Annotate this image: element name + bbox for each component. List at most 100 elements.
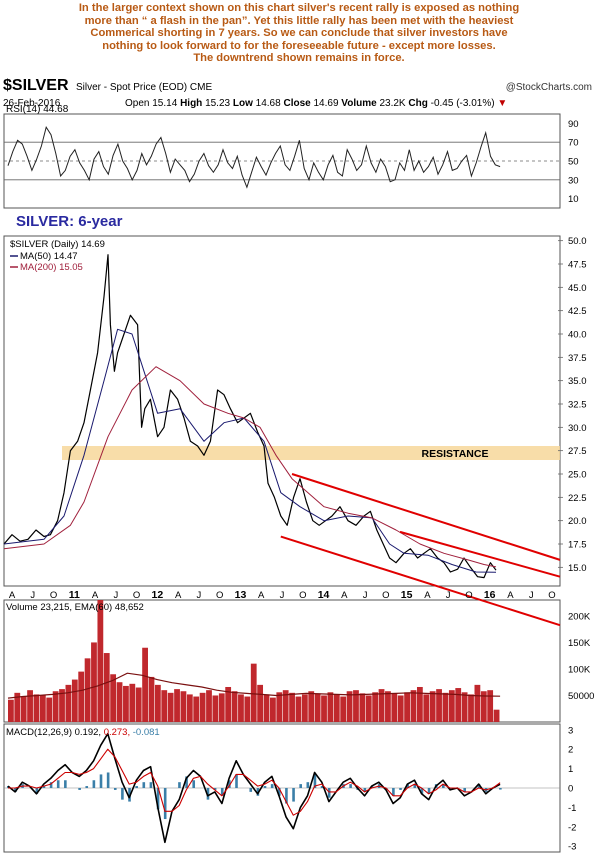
price-tick-label: 27.5 — [568, 446, 587, 457]
macd-histogram-bar — [49, 782, 53, 788]
volume-bar — [71, 679, 78, 722]
open-value: 15.14 — [152, 98, 178, 109]
price-tick-label: 35.0 — [568, 376, 587, 387]
macd-histogram-bar — [449, 788, 452, 790]
macd-histogram-bar — [78, 788, 81, 790]
volume-bar — [314, 693, 321, 722]
price-series-0 — [3, 254, 497, 579]
volume-bar — [218, 693, 225, 722]
macd-legend-part: 0.273, — [104, 727, 133, 738]
volume-bar — [142, 647, 148, 722]
volume-bar — [199, 692, 206, 722]
open-label: Open — [125, 98, 150, 109]
ma50-legend: MA(50) 14.47 — [20, 251, 78, 262]
macd-legend: MACD(12,26,9) 0.192, 0.273, -0.081 — [6, 727, 160, 738]
rsi-tick-label: 10 — [568, 194, 579, 205]
ma200-legend: MA(200) 15.05 — [20, 262, 83, 273]
volume-bar — [33, 694, 40, 722]
resistance-label: RESISTANCE — [422, 448, 489, 460]
volume-bar — [39, 695, 46, 722]
x-axis-label: 11 — [69, 589, 80, 601]
rsi-tick-label: 50 — [568, 157, 579, 168]
rsi-legend: RSI(14) 44.68 — [6, 104, 69, 115]
volume-bar — [20, 696, 27, 722]
macd-histogram-bar — [263, 786, 267, 788]
volume-bar — [174, 689, 180, 722]
macd-histogram-bar — [392, 788, 395, 796]
volume-bar — [340, 696, 347, 722]
volume-bar — [154, 684, 161, 722]
price-tick-label: 32.5 — [568, 400, 587, 411]
macd-histogram-bar — [427, 788, 431, 794]
macd-histogram-bar — [106, 772, 110, 788]
high-value: 15.23 — [205, 98, 231, 109]
macd-histogram-bar — [285, 788, 288, 804]
commentary-line: nothing to look forward to for the fores… — [102, 39, 496, 52]
price-tick-label: 42.5 — [568, 306, 587, 317]
volume-bar — [110, 674, 117, 722]
x-axis-label: O — [465, 590, 472, 601]
volume-bar — [91, 642, 97, 722]
volume-bar — [423, 694, 430, 722]
macd-histogram-bar — [149, 782, 153, 788]
volume-tick-label: 50000 — [568, 691, 594, 702]
volume-bar — [468, 694, 474, 722]
volume-bar — [276, 692, 283, 722]
price-tick-label: 50.0 — [568, 236, 587, 247]
macd-tick-label: -3 — [568, 842, 576, 853]
volume-bar — [308, 691, 315, 722]
volume-bar — [27, 690, 33, 722]
price-tick-label: 17.5 — [568, 540, 587, 551]
macd-legend-part: MACD(12,26,9) 0.192, — [6, 727, 104, 738]
macd-histogram-bar — [277, 788, 281, 796]
macd-histogram-bar — [399, 788, 402, 790]
volume-bar — [385, 691, 391, 722]
chart-description: Silver - Spot Price (EOD) CME — [76, 82, 213, 93]
volume-bar — [333, 694, 340, 722]
volume-bar — [193, 696, 200, 722]
chg-down-icon: ▼ — [497, 98, 508, 109]
commentary-line: Commerical shorting in 7 years. So we ca… — [90, 27, 508, 40]
volume-bar — [52, 691, 59, 722]
high-label: High — [180, 98, 203, 109]
macd-tick-label: 0 — [568, 784, 573, 795]
volume-bar — [78, 671, 85, 722]
volume-bar — [461, 692, 468, 722]
macd-histogram-bar — [192, 780, 196, 788]
x-axis-label: J — [30, 590, 35, 601]
channel-line-0 — [291, 473, 561, 561]
macd-histogram-bar — [92, 780, 96, 788]
macd-histogram-bar — [99, 774, 103, 788]
macd-histogram-bar — [142, 782, 146, 788]
volume-value: 23.2K — [379, 98, 406, 109]
macd-histogram-bar — [270, 784, 274, 788]
volume-bar — [270, 697, 276, 722]
x-axis-label: A — [175, 590, 182, 601]
macd-histogram-bar — [220, 788, 224, 796]
x-axis-label: O — [382, 590, 389, 601]
volume-bar — [129, 683, 136, 722]
volume-bar — [257, 684, 264, 722]
volume-bar — [186, 694, 193, 722]
macd-histogram-bar — [56, 780, 60, 788]
macd-histogram-bar — [14, 788, 17, 792]
volume-bar — [14, 692, 21, 722]
volume-bar — [116, 682, 123, 722]
x-axis-label: O — [50, 590, 57, 601]
x-axis-label: 14 — [318, 589, 330, 601]
macd-histogram-bar — [320, 786, 324, 788]
copyright-label: @StockCharts.com — [505, 82, 592, 93]
low-value: 14.68 — [255, 98, 281, 109]
volume-bar — [480, 691, 487, 722]
rsi-line — [7, 125, 501, 189]
macd-histogram-bar — [128, 788, 131, 802]
volume-bar — [84, 658, 91, 722]
macd-histogram-bar — [228, 780, 231, 788]
macd-histogram-bar — [163, 788, 167, 820]
chg-value: -0.45 (-3.01%) — [430, 98, 495, 109]
volume-tick-label: 100K — [568, 664, 591, 675]
macd-histogram-bar — [406, 784, 409, 788]
x-axis-label: A — [341, 590, 348, 601]
x-axis-label: A — [258, 590, 265, 601]
ohlc-readout: Open 15.14 High 15.23 Low 14.68 Close 14… — [125, 98, 507, 109]
